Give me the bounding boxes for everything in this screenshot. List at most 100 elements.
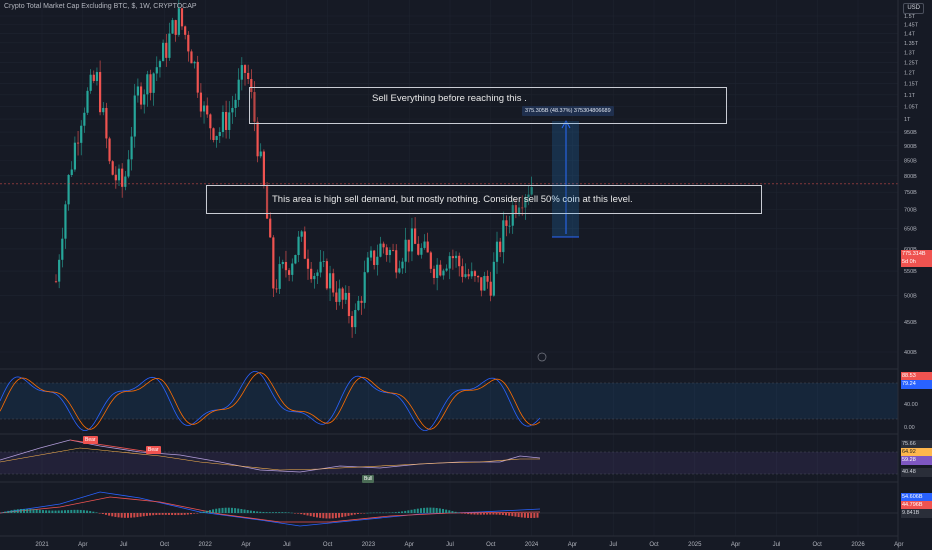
- candle-body: [524, 197, 527, 208]
- macd-histogram-bar: [208, 510, 211, 513]
- macd-histogram-bar: [476, 513, 479, 515]
- candle-body: [360, 300, 363, 303]
- macd-a-tag: 54.606B: [901, 493, 932, 502]
- macd-histogram-bar: [268, 512, 271, 513]
- candle-body: [212, 128, 215, 141]
- macd-histogram-bar: [161, 513, 164, 515]
- candle-body: [117, 168, 121, 181]
- candle-body: [417, 243, 420, 255]
- candle-body: [495, 241, 499, 262]
- time-tick-label: 2022: [199, 542, 213, 548]
- candle-body: [80, 125, 83, 143]
- macd-histogram-bar: [438, 508, 441, 513]
- time-tick-label: 2021: [35, 542, 49, 548]
- candle-body: [313, 275, 316, 280]
- price-range-measure[interactable]: [552, 121, 579, 237]
- time-tick-label: Apr: [241, 542, 250, 548]
- price-tick-label: 1.5T: [904, 14, 916, 20]
- bear-signal-1: Bear: [83, 436, 98, 444]
- grid: [0, 0, 900, 536]
- candle-body: [310, 268, 313, 280]
- macd-histogram-bar: [73, 509, 76, 513]
- candle-body: [149, 74, 152, 93]
- candle-body: [354, 310, 357, 328]
- candle-body: [272, 237, 275, 289]
- time-tick-label: Apr: [731, 542, 740, 548]
- macd-histogram-bar: [284, 512, 287, 513]
- macd-histogram-bar: [82, 510, 85, 513]
- macd-histogram-bar: [312, 513, 315, 517]
- candle-body: [461, 266, 464, 277]
- price-tick-label: 450B: [904, 320, 917, 326]
- candle-body: [373, 250, 376, 265]
- candle-body: [70, 169, 73, 175]
- macd-histogram-bar: [234, 508, 237, 513]
- candle-body: [152, 73, 155, 93]
- macd-histogram-bar: [57, 510, 60, 513]
- macd-histogram-bar: [495, 513, 498, 515]
- price-tick-label: 650B: [904, 227, 917, 233]
- macd-histogram-bar: [366, 512, 369, 514]
- macd-histogram-bar: [460, 513, 463, 514]
- high-demand-box[interactable]: [206, 185, 762, 214]
- macd-histogram-bar: [416, 508, 419, 513]
- macd-histogram-bar: [356, 513, 359, 515]
- candle-body: [61, 238, 64, 260]
- price-tick-label: 800B: [904, 174, 917, 180]
- macd-histogram-bar: [419, 508, 422, 513]
- macd-histogram-bar: [158, 513, 161, 515]
- macd-histogram-bar: [517, 513, 520, 518]
- candle-body: [288, 270, 291, 275]
- candle-body: [259, 151, 262, 157]
- macd-histogram-bar: [212, 509, 215, 513]
- rsi-ma-line: [0, 447, 540, 471]
- macd-histogram-bar: [1, 512, 3, 513]
- candle-body: [269, 218, 272, 238]
- macd-histogram-bar: [23, 508, 26, 513]
- price-tick-label: 750B: [904, 190, 917, 196]
- macd-histogram-bar: [454, 511, 457, 513]
- candle-body: [527, 194, 530, 198]
- candle-body: [209, 114, 212, 129]
- macd-histogram-bar: [60, 510, 63, 513]
- candle-body: [256, 121, 259, 157]
- time-tick-label: 2025: [688, 542, 702, 548]
- time-tick-label: Jul: [773, 542, 781, 548]
- sell-everything-box[interactable]: [249, 87, 727, 124]
- candle-body: [454, 255, 458, 259]
- candle-body: [67, 174, 70, 205]
- candle-body: [395, 250, 398, 273]
- macd-histogram-bar: [104, 513, 107, 515]
- candle-body: [281, 261, 284, 265]
- currency-selector[interactable]: USD: [903, 3, 924, 14]
- macd-histogram-bar: [533, 513, 536, 518]
- macd-histogram-bar: [215, 508, 218, 513]
- macd-histogram-bar: [224, 507, 227, 513]
- candle-body: [114, 174, 117, 181]
- candle-body: [187, 34, 190, 52]
- candle-body: [530, 187, 533, 195]
- price-tick-label: 950B: [904, 130, 917, 136]
- candle-body: [426, 241, 429, 253]
- macd-histogram-bar: [123, 513, 126, 518]
- macd-histogram-bar: [120, 513, 123, 518]
- time-tick-label: 2023: [362, 542, 376, 548]
- macd-histogram-bar: [464, 513, 467, 514]
- macd-histogram-bar: [297, 513, 300, 514]
- macd-histogram-bar: [4, 511, 7, 513]
- macd-histogram-bar: [397, 511, 400, 513]
- candle-body: [432, 268, 436, 278]
- macd-histogram-bar: [489, 513, 492, 515]
- candle-body: [388, 249, 391, 256]
- macd-histogram-bar: [457, 512, 460, 514]
- macd-histogram-bar: [369, 512, 372, 514]
- price-tick-label: 700B: [904, 208, 917, 214]
- macd-histogram-bar: [190, 513, 192, 515]
- candle-body: [335, 292, 338, 302]
- candle-body: [316, 272, 319, 276]
- rsi-mid-tag: 59.28: [901, 456, 932, 465]
- macd-histogram-bar: [218, 508, 221, 513]
- macd-histogram-bar: [193, 513, 196, 514]
- macd-histogram-bar: [467, 513, 470, 515]
